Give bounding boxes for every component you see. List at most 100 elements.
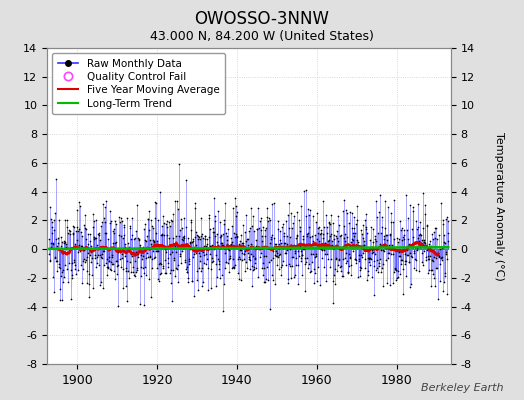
Point [265, 245, 273, 251]
Point [324, 256, 333, 262]
Point [146, 253, 154, 260]
Point [194, 234, 203, 240]
Point [296, 243, 304, 249]
Point [376, 241, 385, 248]
Point [314, 225, 323, 232]
Point [325, 221, 334, 228]
Point [173, 206, 182, 212]
Point [95, 230, 104, 236]
Point [328, 212, 336, 218]
Point [333, 268, 342, 275]
Point [405, 259, 413, 265]
Point [397, 260, 405, 267]
Point [121, 241, 129, 247]
Point [262, 253, 270, 259]
Point [198, 264, 206, 271]
Point [228, 265, 236, 271]
Point [441, 270, 450, 277]
Point [407, 244, 415, 250]
Point [204, 214, 213, 221]
Point [185, 256, 193, 262]
Point [283, 247, 291, 253]
Point [331, 281, 339, 287]
Point [154, 248, 162, 255]
Point [370, 292, 378, 298]
Point [162, 221, 170, 228]
Point [199, 279, 207, 285]
Point [212, 252, 220, 258]
Point [316, 230, 325, 236]
Point [324, 238, 332, 245]
Point [389, 196, 398, 203]
Point [124, 245, 133, 252]
Point [120, 222, 128, 228]
Point [329, 220, 337, 226]
Point [95, 252, 104, 258]
Point [169, 267, 177, 274]
Point [181, 259, 189, 266]
Point [278, 221, 287, 227]
Point [123, 214, 131, 221]
Point [173, 243, 181, 250]
Point [125, 275, 133, 281]
Point [386, 231, 394, 238]
Point [80, 222, 89, 228]
Point [78, 233, 86, 240]
Point [119, 285, 127, 291]
Point [206, 285, 215, 292]
Point [398, 225, 407, 232]
Point [305, 234, 314, 240]
Point [288, 220, 297, 226]
Point [105, 258, 113, 264]
Point [138, 256, 146, 262]
Point [266, 240, 274, 246]
Point [392, 267, 400, 274]
Point [196, 252, 204, 259]
Point [442, 216, 451, 223]
Point [60, 274, 68, 280]
Point [270, 235, 278, 242]
Point [105, 254, 114, 260]
Point [126, 259, 134, 266]
Point [94, 232, 103, 238]
Point [101, 204, 110, 210]
Point [270, 252, 279, 259]
Point [224, 246, 232, 252]
Point [322, 272, 330, 278]
Point [319, 198, 328, 204]
Point [268, 255, 277, 262]
Point [270, 200, 278, 206]
Point [149, 236, 158, 243]
Point [167, 280, 175, 286]
Point [226, 255, 234, 261]
Point [157, 231, 165, 238]
Point [165, 235, 173, 242]
Point [169, 242, 178, 248]
Point [380, 198, 389, 204]
Point [333, 234, 341, 241]
Point [248, 223, 256, 230]
Point [138, 248, 147, 254]
Point [423, 247, 432, 253]
Point [93, 242, 101, 248]
Point [161, 246, 169, 253]
Point [383, 236, 391, 243]
Point [97, 219, 106, 226]
Point [63, 279, 72, 286]
Point [221, 250, 229, 256]
Point [195, 236, 204, 242]
Point [54, 217, 63, 223]
Point [326, 233, 334, 239]
Point [137, 252, 145, 258]
Point [254, 204, 262, 211]
Point [243, 247, 252, 254]
Point [278, 244, 287, 250]
Point [424, 266, 433, 273]
Point [401, 192, 410, 198]
Point [188, 278, 196, 285]
Point [170, 257, 178, 263]
Point [179, 214, 188, 221]
Point [171, 233, 180, 239]
Point [50, 227, 58, 233]
Point [403, 252, 411, 258]
